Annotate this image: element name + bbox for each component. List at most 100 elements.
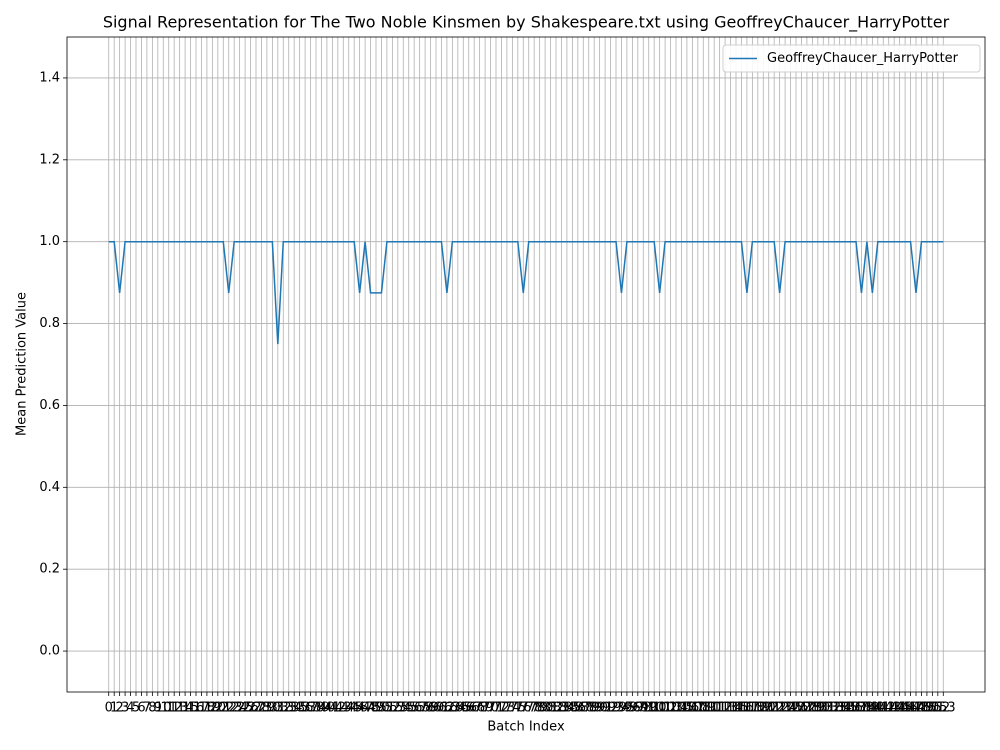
- x-tick-label: 73: [499, 701, 516, 716]
- x-tick-label: 91: [597, 701, 614, 716]
- x-tick-label: 30: [264, 701, 281, 716]
- y-tick-label: 0.6: [39, 398, 60, 413]
- plot-frame: [66, 36, 986, 693]
- x-tick-label: 35: [291, 701, 308, 716]
- x-tick-label: 27: [248, 701, 265, 716]
- x-tick-label: 142: [871, 701, 896, 716]
- x-tick-label: 14: [177, 701, 194, 716]
- x-tick-label: 148: [904, 701, 929, 716]
- x-tick-label: 10: [155, 701, 172, 716]
- x-tick-label: 110: [696, 701, 721, 716]
- x-tick-label: 1: [110, 701, 118, 716]
- x-tick-label: 74: [504, 701, 521, 716]
- x-tick-label: 78: [526, 701, 543, 716]
- x-tick-label: 92: [602, 701, 619, 716]
- x-tick-label: 50: [373, 701, 390, 716]
- x-tick-label: 67: [466, 701, 483, 716]
- x-tick-label: 97: [630, 701, 647, 716]
- y-tick-label: 0.2: [39, 562, 60, 577]
- x-tick-label: 143: [876, 701, 901, 716]
- chart-title: Signal Representation for The Two Noble …: [103, 13, 950, 33]
- x-tick-label: 104: [664, 701, 689, 716]
- x-tick-label: 12: [166, 701, 183, 716]
- data-line: [108, 240, 944, 345]
- x-tick-label: 63: [444, 701, 461, 716]
- x-tick-label: 66: [460, 701, 477, 716]
- x-tick-label: 79: [531, 701, 548, 716]
- x-tick-label: 26: [242, 701, 259, 716]
- x-tick-label: 28: [253, 701, 270, 716]
- x-tick-label: 37: [302, 701, 319, 716]
- x-tick-label: 100: [642, 701, 667, 716]
- x-tick-label: 90: [591, 701, 608, 716]
- x-tick-label: 152: [925, 701, 950, 716]
- x-tick-label: 99: [640, 701, 657, 716]
- x-tick-label: 61: [433, 701, 450, 716]
- x-tick-label: 70: [482, 701, 499, 716]
- x-tick-label: 83: [553, 701, 570, 716]
- x-tick-label: 102: [653, 701, 678, 716]
- x-tick-label: 125: [778, 701, 803, 716]
- x-tick-label: 45: [346, 701, 363, 716]
- x-tick-label: 9: [154, 701, 162, 716]
- x-tick-label: 109: [691, 701, 716, 716]
- x-tick-label: 95: [619, 701, 636, 716]
- x-tick-label: 80: [537, 701, 554, 716]
- x-tick-label: 38: [308, 701, 325, 716]
- x-tick-label: 0: [105, 701, 113, 716]
- x-tick-label: 48: [362, 701, 379, 716]
- x-tick-label: 17: [193, 701, 210, 716]
- x-tick-label: 60: [428, 701, 445, 716]
- x-tick-label: 76: [515, 701, 532, 716]
- x-tick-label: 19: [204, 701, 221, 716]
- y-tick-label: 1.2: [39, 152, 60, 167]
- x-tick-label: 139: [854, 701, 879, 716]
- x-tick-label: 108: [685, 701, 710, 716]
- x-tick-label: 119: [745, 701, 770, 716]
- x-tick-label: 29: [259, 701, 276, 716]
- x-tick-label: 121: [756, 701, 781, 716]
- x-tick-label: 51: [379, 701, 396, 716]
- x-tick-label: 7: [143, 701, 151, 716]
- x-tick-label: 116: [729, 701, 754, 716]
- x-tick-label: 133: [822, 701, 847, 716]
- x-tick-label: 129: [800, 701, 825, 716]
- x-tick-label: 58: [417, 701, 434, 716]
- x-tick-label: 56: [406, 701, 423, 716]
- x-tick-label: 47: [357, 701, 374, 716]
- y-tick-label: 1.4: [39, 70, 60, 85]
- x-tick-label: 39: [313, 701, 330, 716]
- x-tick-label: 153: [931, 701, 956, 716]
- x-tick-label: 89: [586, 701, 603, 716]
- x-tick-label: 132: [816, 701, 841, 716]
- x-tick-label: 62: [439, 701, 456, 716]
- x-tick-label: 8: [148, 701, 156, 716]
- x-tick-label: 131: [811, 701, 836, 716]
- x-tick-label: 126: [784, 701, 809, 716]
- legend-label: GeoffreyChaucer_HarryPotter: [767, 51, 959, 66]
- x-tick-label: 137: [844, 701, 869, 716]
- legend-box: [722, 44, 981, 73]
- x-tick-label: 24: [231, 701, 248, 716]
- y-axis-label: Mean Prediction Value: [15, 292, 30, 436]
- x-tick-label: 41: [324, 701, 341, 716]
- x-tick-label: 64: [450, 701, 467, 716]
- x-tick-label: 44: [340, 701, 357, 716]
- x-tick-label: 113: [713, 701, 738, 716]
- x-tick-label: 34: [286, 701, 303, 716]
- x-tick-label: 140: [860, 701, 885, 716]
- y-tick-label: 1.0: [39, 234, 60, 249]
- x-tick-label: 82: [548, 701, 565, 716]
- x-tick-label: 4: [126, 701, 134, 716]
- x-tick-label: 150: [914, 701, 939, 716]
- x-tick-label: 53: [390, 701, 407, 716]
- x-tick-label: 105: [669, 701, 694, 716]
- x-tick-label: 117: [734, 701, 759, 716]
- x-tick-label: 36: [297, 701, 314, 716]
- x-tick-label: 25: [237, 701, 254, 716]
- x-tick-label: 71: [488, 701, 505, 716]
- x-tick-label: 120: [751, 701, 776, 716]
- x-tick-label: 75: [510, 701, 527, 716]
- x-tick-label: 122: [762, 701, 787, 716]
- x-tick-label: 68: [471, 701, 488, 716]
